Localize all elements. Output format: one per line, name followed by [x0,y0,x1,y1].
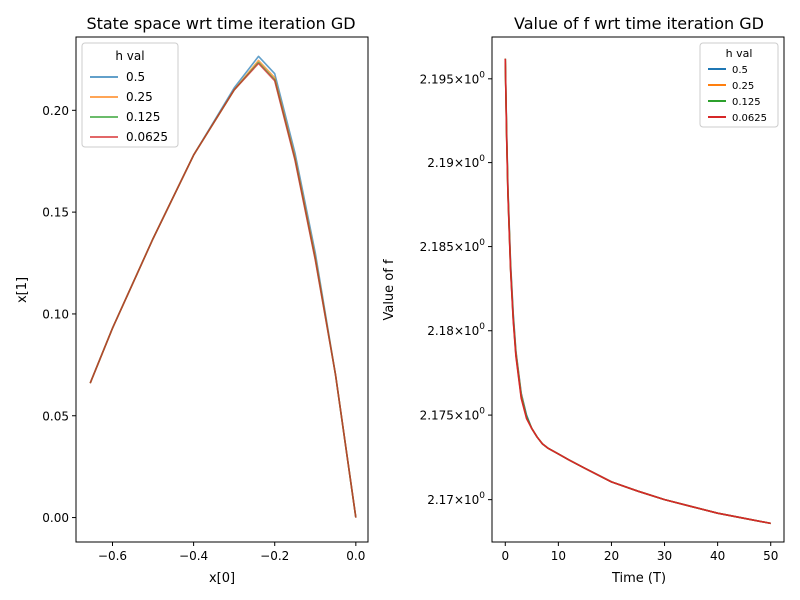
x-tick-label: 30 [657,549,672,563]
series-line-0-0625 [504,58,771,525]
y-tick-label: 0.20 [42,104,69,118]
plot-frame [75,36,369,543]
legend-label: 0.0625 [126,130,168,144]
legend-label: 0.0625 [732,113,767,124]
x-tick-label: 0.0 [346,549,365,563]
legend-box [699,42,779,128]
x-axis-ticks: 0 10 20 30 40 50 [501,542,778,563]
y-tick-label: 2.17×100 [427,491,485,507]
y-axis-ticks: 0.00 0.05 0.10 0.15 0.20 [42,104,76,525]
plot-lines [89,55,357,518]
x-tick-label: −0.6 [98,549,127,563]
legend-label: 0.25 [732,81,754,92]
legend-box [81,42,179,148]
y-tick-label: 0.05 [42,409,69,423]
y-axis-ticks: 2.17×100 2.175×100 2.18×100 2.185×100 2.19×1… [420,70,492,507]
y-tick-label: 0.10 [42,307,69,321]
series-line-0-25 [504,58,771,525]
state-space-chart: State space wrt time iteration GD −0.6 −0… [15,14,369,586]
x-tick-label: 0 [501,549,509,563]
y-tick-label: 2.195×100 [420,70,486,86]
plot-frame [491,36,785,543]
legend-label: 0.5 [126,70,145,84]
x-axis-ticks: −0.6 −0.4 −0.2 0.0 [98,542,365,563]
legend-title: h val [115,49,144,63]
x-tick-label: 50 [763,549,778,563]
legend: h val 0.5 0.25 0.125 0.0625 [81,42,179,148]
x-tick-label: −0.2 [260,549,289,563]
chart-title: Value of f wrt time iteration GD [514,14,764,33]
chart-title: State space wrt time iteration GD [86,14,355,33]
legend-title: h val [726,47,753,60]
x-tick-label: 20 [604,549,619,563]
legend-label: 0.25 [126,90,153,104]
legend-label: 0.5 [732,65,748,76]
legend-label: 0.125 [126,110,160,124]
y-axis-label: x[1] [15,277,30,303]
y-tick-label: 2.175×100 [420,407,486,423]
series-line-0-125 [504,58,771,525]
legend: h val 0.5 0.25 0.125 0.0625 [699,42,779,128]
plot-lines [504,58,771,525]
series-line-0-0625 [89,62,357,518]
series-line-0-5 [504,58,771,525]
x-tick-label: −0.4 [179,549,208,563]
y-tick-label: 0.00 [42,511,69,525]
x-tick-label: 10 [551,549,566,563]
y-tick-label: 2.18×100 [427,322,485,338]
x-axis-label: x[0] [209,571,235,586]
y-axis-label: Value of f [382,259,397,320]
f-value-chart: Value of f wrt time iteration GD 0 10 20 30… [382,14,785,586]
x-axis-label: Time (T) [611,571,666,586]
x-tick-label: 40 [710,549,725,563]
y-tick-label: 2.19×100 [427,154,485,170]
y-tick-label: 2.185×100 [420,238,486,254]
y-tick-label: 0.15 [42,206,69,220]
legend-label: 0.125 [732,97,761,108]
